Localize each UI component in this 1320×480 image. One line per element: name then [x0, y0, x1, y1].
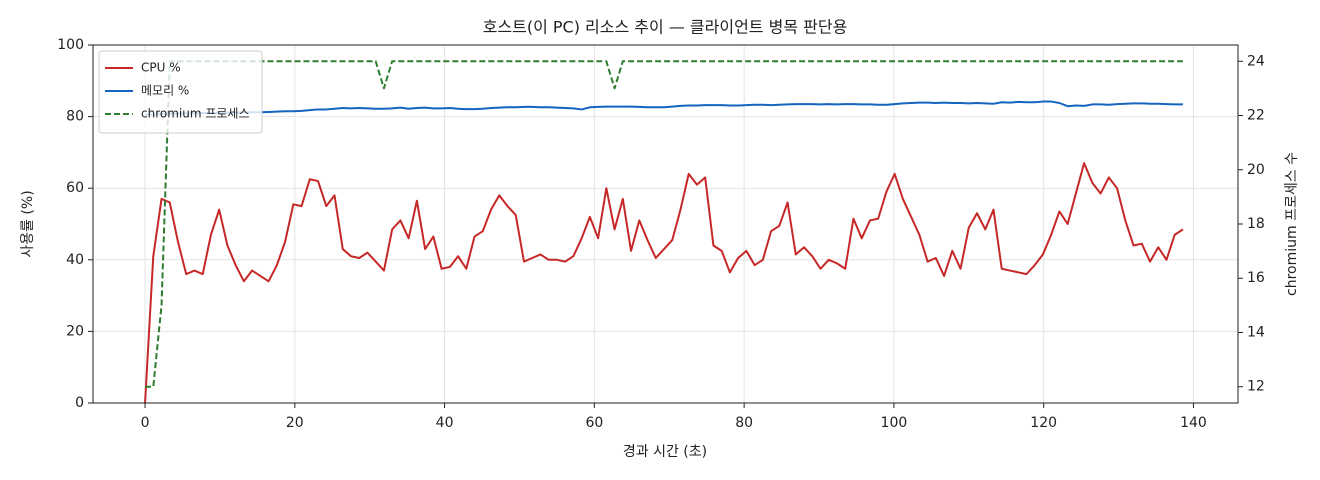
legend-label: CPU % [141, 61, 181, 75]
y2-tick-label: 22 [1247, 108, 1265, 124]
plot-frame [92, 44, 1239, 404]
x-tick-label: 100 [881, 415, 908, 431]
x-tick-label: 140 [1180, 415, 1207, 431]
legend-label: chromium 프로세스 [141, 107, 250, 121]
x-tick-label: 40 [436, 415, 454, 431]
series-line [145, 60, 1183, 388]
y2-tick-label: 24 [1247, 53, 1265, 69]
y2-tick-label: 18 [1247, 216, 1265, 232]
chart-title: 호스트(이 PC) 리소스 추이 — 클라이언트 병목 판단용 [483, 18, 848, 37]
y2-tick-label: 14 [1247, 324, 1265, 340]
legend-label: 메모리 % [141, 84, 189, 98]
series-line [145, 100, 1183, 116]
y-tick-label: 40 [66, 252, 84, 268]
x-tick-label: 60 [585, 415, 603, 431]
y2-axis-label: chromium 프로세스 수 [1284, 152, 1300, 296]
y2-tick-label: 20 [1247, 162, 1265, 178]
x-tick-label: 20 [286, 415, 304, 431]
series-line [144, 162, 1184, 404]
y-tick-label: 0 [75, 395, 84, 411]
legend-box [98, 50, 263, 134]
y-tick-label: 100 [57, 37, 84, 53]
y-tick-label: 20 [66, 323, 84, 339]
x-tick-label: 80 [735, 415, 753, 431]
x-tick-label: 0 [141, 415, 150, 431]
x-tick-label: 120 [1030, 415, 1057, 431]
y2-tick-label: 16 [1247, 270, 1265, 286]
y-tick-label: 80 [66, 109, 84, 125]
y2-tick-label: 12 [1247, 379, 1265, 395]
y-axis-label: 사용률 (%) [20, 190, 36, 257]
x-axis-label: 경과 시간 (초) [623, 444, 707, 460]
y-tick-label: 60 [66, 180, 84, 196]
